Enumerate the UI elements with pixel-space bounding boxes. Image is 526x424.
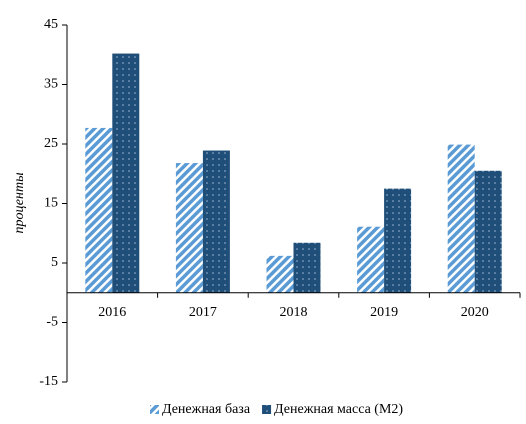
bar: [384, 188, 412, 293]
x-tick-label: 2019: [370, 305, 398, 320]
legend-label: Денежная масса (M2): [274, 402, 403, 417]
y-tick-label: 15: [44, 196, 58, 211]
x-tick-label: 2017: [189, 305, 217, 320]
bar: [357, 226, 385, 293]
legend-label: Денежная база: [162, 402, 251, 417]
x-tick-label: 2020: [461, 305, 489, 320]
bar: [447, 144, 475, 293]
y-tick-label: -15: [39, 374, 58, 389]
x-tick-label: 2018: [280, 305, 308, 320]
bar: [474, 170, 502, 293]
bar: [266, 255, 294, 293]
bar: [175, 163, 203, 293]
y-tick-label: 25: [44, 136, 58, 151]
legend-swatch: [262, 405, 272, 414]
y-tick-label: 45: [44, 17, 58, 32]
bar: [202, 150, 230, 293]
legend-swatch: [150, 405, 159, 414]
y-tick-label: -5: [46, 315, 58, 330]
bar: [85, 127, 113, 293]
bar: [112, 53, 140, 293]
bar: [293, 242, 321, 293]
y-tick-label: 5: [51, 255, 58, 270]
x-tick-label: 2016: [98, 305, 126, 320]
y-tick-label: 35: [44, 77, 58, 92]
y-axis-label: проценты: [12, 172, 27, 233]
